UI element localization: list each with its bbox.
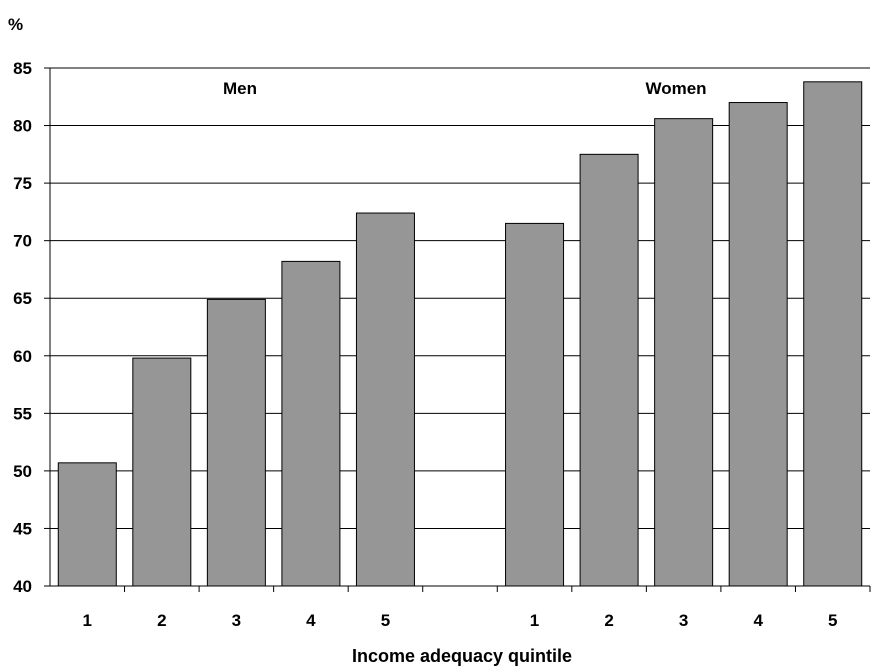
x-tick-label: 2 [157,611,166,630]
bar-women-3 [654,118,714,587]
bars [57,81,863,587]
bar-men-4 [281,260,341,587]
group-label-men: Men [223,79,257,98]
group-labels: Men Women [223,79,707,98]
y-tick-label: 65 [13,289,32,308]
y-tick-label: 40 [13,577,32,596]
y-tick-labels: 40 45 50 55 60 65 70 75 80 85 [13,59,32,596]
bar-women-4 [728,102,788,587]
bar-women-5 [803,81,863,587]
x-tick-label: 5 [828,611,837,630]
y-tick-label: 85 [13,59,32,78]
bar-men-1 [57,462,117,587]
y-tick-label: 70 [13,232,32,251]
y-unit-label: % [8,15,23,34]
x-tick-labels: 1 2 3 4 5 1 2 3 4 5 [83,611,838,630]
x-tick-label: 3 [232,611,241,630]
x-tick-label: 4 [306,611,316,630]
x-tick-label: 1 [83,611,92,630]
y-tick-label: 60 [13,347,32,366]
bar-women-1 [505,222,565,587]
y-tick-label: 45 [13,519,32,538]
y-tick-label: 80 [13,117,32,136]
axes [44,67,871,592]
x-tick-label: 3 [679,611,688,630]
x-tick-label: 1 [530,611,539,630]
x-tick-label: 5 [381,611,390,630]
x-tick-label: 4 [753,611,763,630]
group-label-women: Women [645,79,706,98]
bar-men-3 [206,298,266,587]
y-tick-label: 50 [13,462,32,481]
x-tick-label: 2 [604,611,613,630]
bar-men-5 [355,212,415,587]
x-axis-title: Income adequacy quintile [352,646,572,666]
bar-women-2 [579,153,639,587]
bar-men-2 [132,357,192,587]
y-tick-label: 55 [13,404,32,423]
y-tick-label: 75 [13,174,32,193]
